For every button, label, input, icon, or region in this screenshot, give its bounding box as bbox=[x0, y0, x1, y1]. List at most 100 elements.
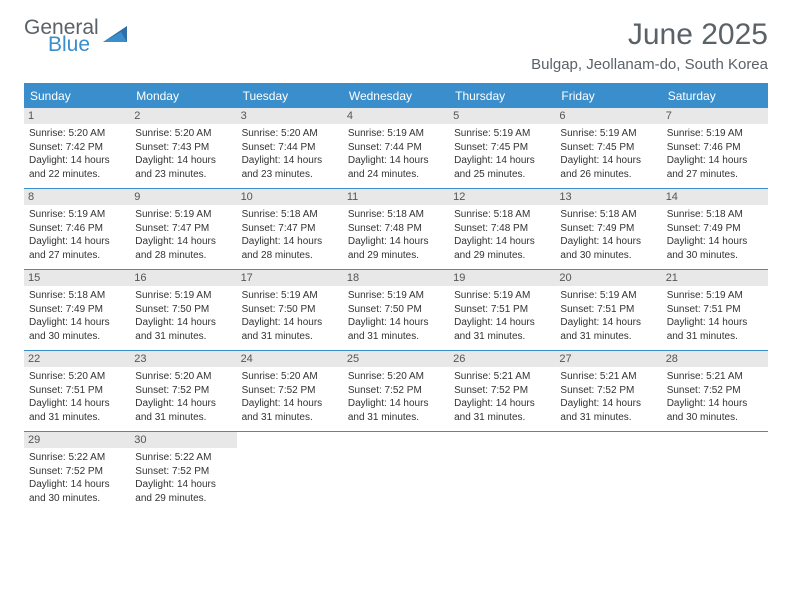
sunset-line: Sunset: 7:47 PM bbox=[242, 222, 338, 236]
sunrise-line: Sunrise: 5:20 AM bbox=[348, 370, 444, 384]
day-number: 1 bbox=[24, 108, 130, 124]
sunrise-line: Sunrise: 5:19 AM bbox=[560, 127, 656, 141]
sunset-line: Sunset: 7:46 PM bbox=[667, 141, 763, 155]
sunset-line: Sunset: 7:52 PM bbox=[135, 384, 231, 398]
sunset-line: Sunset: 7:52 PM bbox=[454, 384, 550, 398]
day-number: 16 bbox=[130, 270, 236, 286]
empty-cell bbox=[237, 432, 343, 512]
calendar-body: 1Sunrise: 5:20 AMSunset: 7:42 PMDaylight… bbox=[24, 107, 768, 512]
sunset-line: Sunset: 7:50 PM bbox=[242, 303, 338, 317]
sunrise-line: Sunrise: 5:20 AM bbox=[29, 370, 125, 384]
sunrise-line: Sunrise: 5:18 AM bbox=[454, 208, 550, 222]
day-number: 18 bbox=[343, 270, 449, 286]
sunrise-line: Sunrise: 5:20 AM bbox=[242, 127, 338, 141]
sunset-line: Sunset: 7:50 PM bbox=[348, 303, 444, 317]
daylight-line: Daylight: 14 hours and 30 minutes. bbox=[29, 316, 125, 343]
page-title: June 2025 bbox=[531, 18, 768, 52]
day-cell: 27Sunrise: 5:21 AMSunset: 7:52 PMDayligh… bbox=[555, 351, 661, 431]
day-cell: 11Sunrise: 5:18 AMSunset: 7:48 PMDayligh… bbox=[343, 189, 449, 269]
day-cell: 5Sunrise: 5:19 AMSunset: 7:45 PMDaylight… bbox=[449, 108, 555, 188]
week-row: 8Sunrise: 5:19 AMSunset: 7:46 PMDaylight… bbox=[24, 188, 768, 269]
sunset-line: Sunset: 7:52 PM bbox=[135, 465, 231, 479]
daylight-line: Daylight: 14 hours and 27 minutes. bbox=[667, 154, 763, 181]
sunrise-line: Sunrise: 5:19 AM bbox=[242, 289, 338, 303]
weekday-header: Wednesday bbox=[343, 85, 449, 107]
daylight-line: Daylight: 14 hours and 31 minutes. bbox=[135, 397, 231, 424]
day-cell: 8Sunrise: 5:19 AMSunset: 7:46 PMDaylight… bbox=[24, 189, 130, 269]
sunrise-line: Sunrise: 5:19 AM bbox=[667, 127, 763, 141]
day-number: 13 bbox=[555, 189, 661, 205]
sunrise-line: Sunrise: 5:19 AM bbox=[135, 208, 231, 222]
day-cell: 23Sunrise: 5:20 AMSunset: 7:52 PMDayligh… bbox=[130, 351, 236, 431]
day-number: 17 bbox=[237, 270, 343, 286]
day-cell: 17 Sunrise: 5:19 AMSunset: 7:50 PMDayligh… bbox=[237, 270, 343, 350]
day-cell: 2Sunrise: 5:20 AMSunset: 7:43 PMDaylight… bbox=[130, 108, 236, 188]
daylight-line: Daylight: 14 hours and 31 minutes. bbox=[667, 316, 763, 343]
sunset-line: Sunset: 7:51 PM bbox=[29, 384, 125, 398]
sunrise-line: Sunrise: 5:18 AM bbox=[29, 289, 125, 303]
day-number: 3 bbox=[237, 108, 343, 124]
day-cell: 15Sunrise: 5:18 AMSunset: 7:49 PMDayligh… bbox=[24, 270, 130, 350]
daylight-line: Daylight: 14 hours and 29 minutes. bbox=[135, 478, 231, 505]
daylight-line: Daylight: 14 hours and 30 minutes. bbox=[29, 478, 125, 505]
day-number: 28 bbox=[662, 351, 768, 367]
day-number: 12 bbox=[449, 189, 555, 205]
daylight-line: Daylight: 14 hours and 31 minutes. bbox=[454, 397, 550, 424]
empty-cell bbox=[662, 432, 768, 512]
sunset-line: Sunset: 7:49 PM bbox=[560, 222, 656, 236]
sunrise-line: Sunrise: 5:19 AM bbox=[348, 127, 444, 141]
daylight-line: Daylight: 14 hours and 31 minutes. bbox=[135, 316, 231, 343]
calendar: SundayMondayTuesdayWednesdayThursdayFrid… bbox=[24, 83, 768, 512]
sunset-line: Sunset: 7:52 PM bbox=[348, 384, 444, 398]
sunrise-line: Sunrise: 5:20 AM bbox=[242, 370, 338, 384]
day-number: 10 bbox=[237, 189, 343, 205]
week-row: 15Sunrise: 5:18 AMSunset: 7:49 PMDayligh… bbox=[24, 269, 768, 350]
day-number: 29 bbox=[24, 432, 130, 448]
weekday-header-row: SundayMondayTuesdayWednesdayThursdayFrid… bbox=[24, 85, 768, 107]
day-cell: 30Sunrise: 5:22 AMSunset: 7:52 PMDayligh… bbox=[130, 432, 236, 512]
day-cell: 3Sunrise: 5:20 AMSunset: 7:44 PMDaylight… bbox=[237, 108, 343, 188]
empty-cell bbox=[555, 432, 661, 512]
weekday-header: Tuesday bbox=[237, 85, 343, 107]
empty-cell bbox=[343, 432, 449, 512]
sunset-line: Sunset: 7:48 PM bbox=[454, 222, 550, 236]
sunrise-line: Sunrise: 5:21 AM bbox=[667, 370, 763, 384]
daylight-line: Daylight: 14 hours and 28 minutes. bbox=[242, 235, 338, 262]
daylight-line: Daylight: 14 hours and 29 minutes. bbox=[348, 235, 444, 262]
title-block: June 2025 Bulgap, Jeollanam-do, South Ko… bbox=[531, 18, 768, 73]
header: General Blue June 2025 Bulgap, Jeollanam… bbox=[24, 18, 768, 73]
day-number: 8 bbox=[24, 189, 130, 205]
sunset-line: Sunset: 7:42 PM bbox=[29, 141, 125, 155]
logo: General Blue bbox=[24, 18, 129, 55]
sunrise-line: Sunrise: 5:18 AM bbox=[560, 208, 656, 222]
day-cell: 10Sunrise: 5:18 AMSunset: 7:47 PMDayligh… bbox=[237, 189, 343, 269]
day-cell: 13Sunrise: 5:18 AMSunset: 7:49 PMDayligh… bbox=[555, 189, 661, 269]
sunset-line: Sunset: 7:44 PM bbox=[348, 141, 444, 155]
daylight-line: Daylight: 14 hours and 26 minutes. bbox=[560, 154, 656, 181]
week-row: 22Sunrise: 5:20 AMSunset: 7:51 PMDayligh… bbox=[24, 350, 768, 431]
week-row: 1Sunrise: 5:20 AMSunset: 7:42 PMDaylight… bbox=[24, 107, 768, 188]
day-number: 26 bbox=[449, 351, 555, 367]
day-number: 19 bbox=[449, 270, 555, 286]
day-number: 2 bbox=[130, 108, 236, 124]
sunrise-line: Sunrise: 5:21 AM bbox=[560, 370, 656, 384]
day-cell: 7Sunrise: 5:19 AMSunset: 7:46 PMDaylight… bbox=[662, 108, 768, 188]
location-subtitle: Bulgap, Jeollanam-do, South Korea bbox=[531, 56, 768, 73]
weekday-header: Friday bbox=[555, 85, 661, 107]
sunrise-line: Sunrise: 5:21 AM bbox=[454, 370, 550, 384]
daylight-line: Daylight: 14 hours and 27 minutes. bbox=[29, 235, 125, 262]
daylight-line: Daylight: 14 hours and 31 minutes. bbox=[348, 316, 444, 343]
day-number: 21 bbox=[662, 270, 768, 286]
day-number: 5 bbox=[449, 108, 555, 124]
sunrise-line: Sunrise: 5:20 AM bbox=[29, 127, 125, 141]
day-number: 6 bbox=[555, 108, 661, 124]
daylight-line: Daylight: 14 hours and 29 minutes. bbox=[454, 235, 550, 262]
daylight-line: Daylight: 14 hours and 31 minutes. bbox=[242, 316, 338, 343]
day-number: 27 bbox=[555, 351, 661, 367]
daylight-line: Daylight: 14 hours and 31 minutes. bbox=[454, 316, 550, 343]
day-cell: 14Sunrise: 5:18 AMSunset: 7:49 PMDayligh… bbox=[662, 189, 768, 269]
sunset-line: Sunset: 7:51 PM bbox=[454, 303, 550, 317]
daylight-line: Daylight: 14 hours and 24 minutes. bbox=[348, 154, 444, 181]
daylight-line: Daylight: 14 hours and 28 minutes. bbox=[135, 235, 231, 262]
sunrise-line: Sunrise: 5:19 AM bbox=[348, 289, 444, 303]
